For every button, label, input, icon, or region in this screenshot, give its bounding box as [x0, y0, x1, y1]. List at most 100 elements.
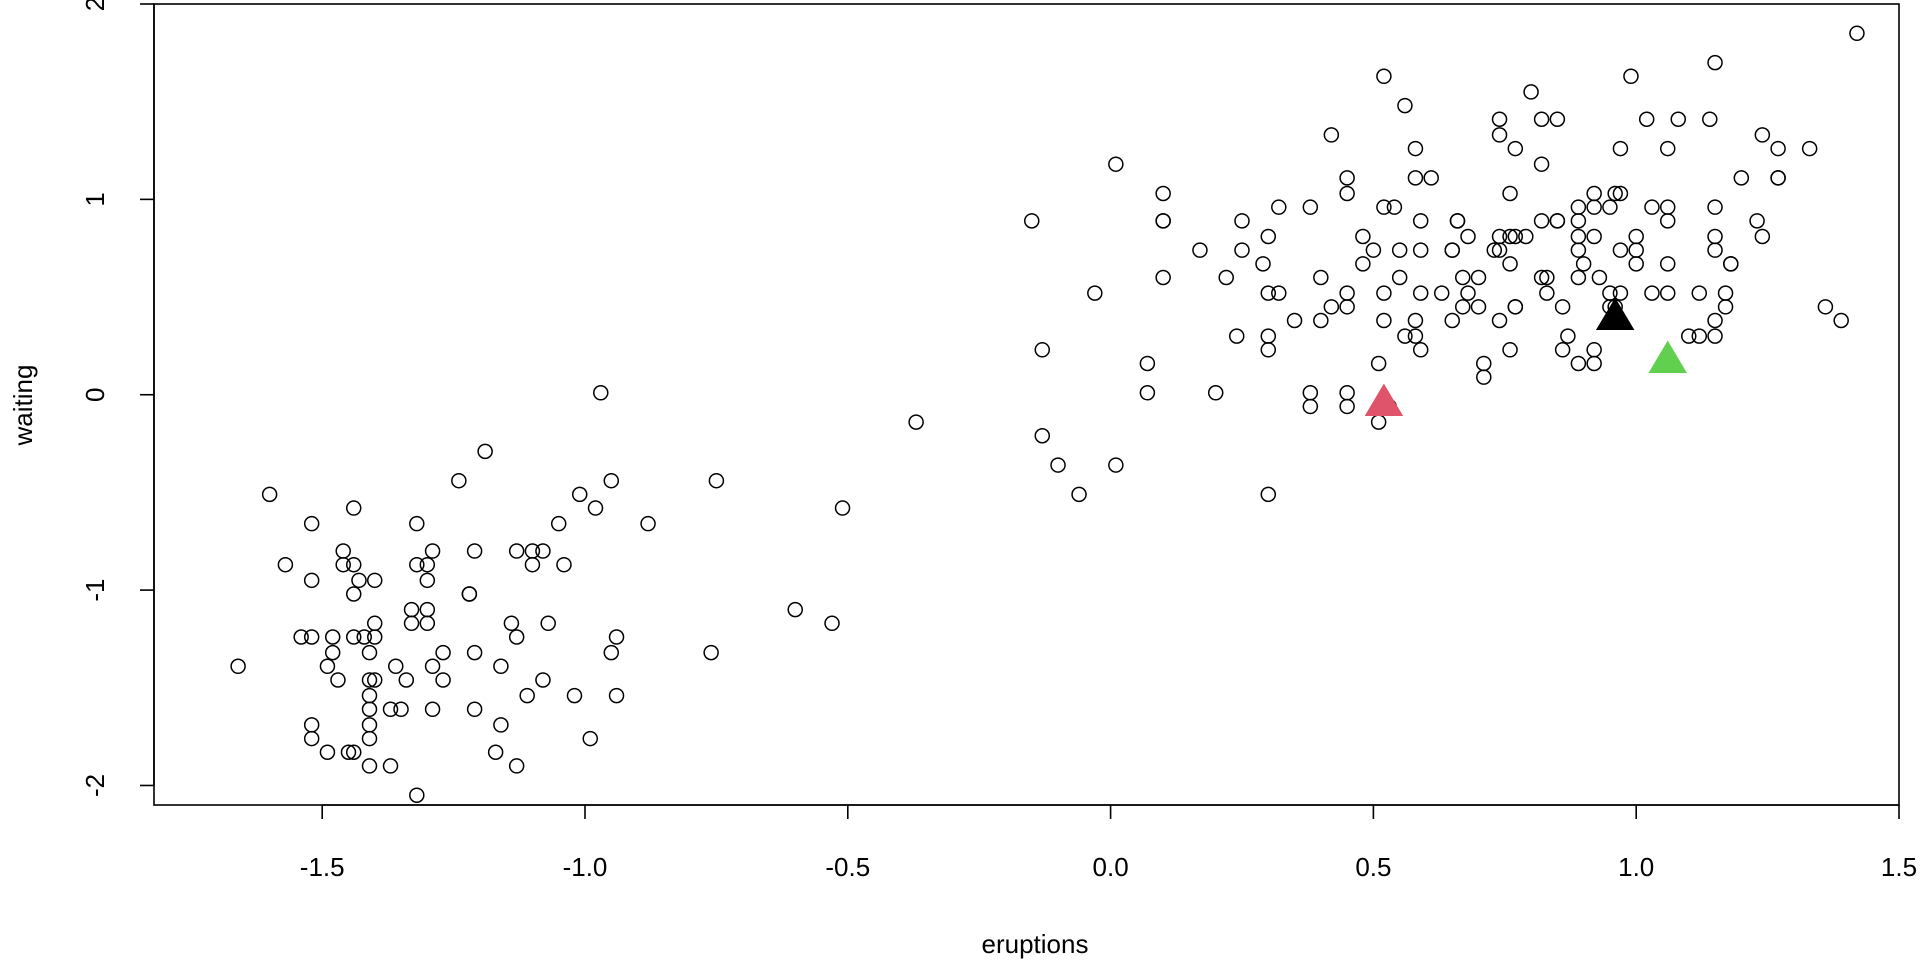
scatter-point [1539, 269, 1555, 286]
scatter-point [398, 672, 415, 688]
scatter-point [1260, 285, 1277, 301]
scatter-point [403, 615, 420, 632]
scatter-point [419, 572, 436, 589]
scatter-point [1539, 285, 1555, 301]
scatter-point [1586, 355, 1602, 372]
scatter-point [388, 658, 404, 675]
scatter-point [1376, 199, 1392, 215]
scatter-point [409, 556, 425, 573]
scatter-point [1754, 228, 1771, 245]
scatter-point [1234, 213, 1250, 229]
scatter-point [1313, 312, 1329, 329]
scatter-point [908, 414, 924, 430]
scatter-point [524, 556, 541, 573]
scatter-point [1659, 140, 1676, 157]
scatter-point [503, 615, 520, 632]
scatter-point [587, 500, 604, 516]
scatter-point [451, 472, 467, 489]
scatter-point [1486, 242, 1503, 258]
scatter-point [493, 717, 509, 733]
scatter-point [1833, 312, 1849, 329]
scatter-point [1707, 242, 1723, 258]
scatter-point [1260, 228, 1277, 245]
scatter-point [1412, 213, 1429, 229]
scatter-point [1139, 355, 1156, 372]
scatter-point [324, 644, 341, 661]
scatter-point [1691, 285, 1708, 301]
scatter-point [1407, 140, 1424, 157]
scatter-point [419, 556, 436, 573]
scatter-point [1607, 185, 1623, 202]
x-tick-label: -1.5 [300, 852, 345, 882]
scatter-point [603, 644, 620, 661]
scatter-point [1155, 185, 1171, 202]
y-tick-label: 2 [80, 0, 110, 11]
scatter-point [1286, 312, 1303, 329]
scatter-point [1849, 25, 1865, 42]
scatter-point [1323, 299, 1340, 315]
scatter-point [1507, 140, 1524, 157]
scatter-point [1365, 242, 1382, 258]
scatter-point [1470, 299, 1487, 315]
scatter-point [535, 672, 551, 688]
scatter-point [319, 658, 336, 675]
scatter-point [1533, 213, 1550, 229]
scatter-point [1339, 185, 1355, 202]
scatter-point [1644, 199, 1660, 215]
scatter-point [345, 744, 362, 761]
scatter-point [424, 658, 441, 675]
y-tick-label: -2 [80, 774, 110, 797]
scatter-point [1386, 199, 1403, 215]
scatter-point [824, 615, 840, 632]
scatter-point [1570, 213, 1587, 229]
scatter-point [1455, 269, 1471, 286]
scatter-point [1192, 242, 1208, 258]
scatter-point [1707, 54, 1723, 71]
scatter-point [1407, 328, 1424, 344]
scatter-point [1507, 299, 1524, 315]
scatter-point [1502, 185, 1518, 202]
scatter-point [834, 500, 851, 516]
scatter-point [1659, 213, 1676, 229]
scatter-point [1523, 84, 1539, 100]
scatter-point [1423, 170, 1439, 186]
scatter-point [1801, 140, 1818, 157]
scatter-point [1397, 97, 1413, 114]
x-tick-label: 0.5 [1355, 852, 1391, 882]
x-tick-label: 1.5 [1881, 852, 1917, 882]
scatter-point [419, 615, 436, 632]
scatter-point [1612, 285, 1629, 301]
scatter-point [1024, 213, 1040, 229]
scatter-point [367, 672, 383, 688]
scatter-point [361, 701, 378, 718]
points-layer [230, 25, 1865, 803]
scatter-point [1476, 369, 1492, 385]
x-axis-title: eruptions [982, 929, 1089, 959]
scatter-point [1455, 299, 1471, 315]
highlights-layer [1364, 297, 1687, 417]
x-tick-label: -1.0 [563, 852, 608, 882]
scatter-point [703, 644, 719, 661]
scatter-point [1444, 312, 1460, 329]
scatter-point [367, 629, 383, 645]
scatter-point [1376, 312, 1392, 329]
scatter-point [1050, 457, 1066, 473]
scatter-point [361, 672, 378, 688]
scatter-point [1071, 486, 1087, 503]
highlight-triangle [1364, 383, 1404, 417]
scatter-point [1623, 68, 1639, 85]
scatter-point [1681, 328, 1697, 344]
scatter-point [361, 758, 378, 774]
scatter-point [535, 543, 551, 559]
scatter-point [1570, 355, 1587, 372]
scatter-point [1770, 140, 1786, 157]
scatter-point [356, 629, 372, 645]
scatter-point [1207, 385, 1224, 401]
scatter-point [1339, 299, 1355, 315]
scatter-point [1717, 299, 1734, 315]
scatter-point [1549, 111, 1566, 128]
y-tick-label: -1 [80, 579, 110, 602]
scatter-point [461, 586, 478, 602]
